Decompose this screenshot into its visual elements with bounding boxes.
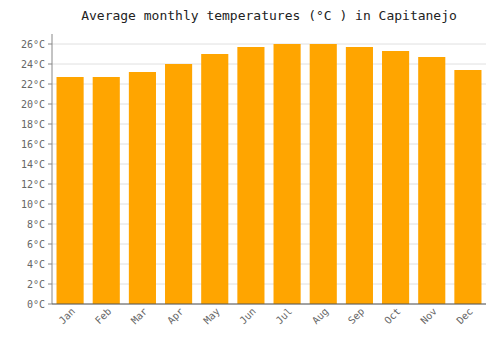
y-tick-label: 10°C xyxy=(21,199,45,210)
bars xyxy=(57,44,482,304)
bar xyxy=(165,64,192,304)
x-tick-label: Feb xyxy=(93,306,114,327)
bar xyxy=(237,47,264,304)
y-tick xyxy=(48,224,52,225)
y-tick-label: 6°C xyxy=(27,239,45,250)
grid xyxy=(52,44,486,304)
x-tick-label: May xyxy=(201,306,222,327)
y-tick-label: 12°C xyxy=(21,179,45,190)
title: Average monthly temperatures (°C ) in Ca… xyxy=(81,8,457,23)
bar xyxy=(382,51,409,304)
y-tick xyxy=(48,64,52,65)
y-tick xyxy=(48,304,52,305)
y-tick-label: 4°C xyxy=(27,259,45,270)
y-tick-label: 16°C xyxy=(21,139,45,150)
y-tick-label: 20°C xyxy=(21,99,45,110)
y-tick-label: 14°C xyxy=(21,159,45,170)
bar xyxy=(454,70,481,304)
x-tick-label: Mar xyxy=(129,306,150,327)
y-tick xyxy=(48,184,52,185)
y-tick xyxy=(48,164,52,165)
x-ticks: Jan Feb Mar Apr May Jun Jul Aug Sep Oct Nov Dec xyxy=(57,306,475,327)
bar xyxy=(129,72,156,304)
x-tick-label: Sep xyxy=(346,306,367,327)
y-tick xyxy=(48,124,52,125)
y-tick-label: 2°C xyxy=(27,279,45,290)
x-tick-label: Jul xyxy=(274,306,295,327)
y-tick-label: 0°C xyxy=(27,299,45,310)
y-axis-line xyxy=(52,34,53,304)
y-tick xyxy=(48,84,52,85)
y-tick-label: 18°C xyxy=(21,119,45,130)
bar xyxy=(346,47,373,304)
y-tick-label: 24°C xyxy=(21,59,45,70)
bar xyxy=(418,57,445,304)
y-tick xyxy=(48,44,52,45)
y-tick xyxy=(48,264,52,265)
y-tick-label: 26°C xyxy=(21,39,45,50)
chart: Average monthly temperatures (°C ) in Ca… xyxy=(0,0,500,350)
x-tick-label: Aug xyxy=(310,306,331,327)
x-tick-label: Jan xyxy=(57,306,78,327)
bar xyxy=(57,77,84,304)
bar xyxy=(93,77,120,304)
chart-container: Average monthly temperatures (°C ) in Ca… xyxy=(0,0,500,350)
x-tick-label: Nov xyxy=(418,306,439,327)
grid-line xyxy=(52,304,486,305)
x-axis-line xyxy=(52,304,486,305)
y-ticks: 0°C 2°C 4°C 6°C 8°C 10°C 12°C 14°C 16°C 18°C 20°C 2… xyxy=(21,39,52,310)
y-tick-label: 8°C xyxy=(27,219,45,230)
bar xyxy=(274,44,301,304)
x-tick-label: Apr xyxy=(165,306,186,327)
y-tick-label: 22°C xyxy=(21,79,45,90)
y-tick xyxy=(48,104,52,105)
y-tick xyxy=(48,284,52,285)
bar xyxy=(201,54,228,304)
y-tick xyxy=(48,204,52,205)
bar xyxy=(310,44,337,304)
x-tick-label: Jun xyxy=(237,306,258,327)
y-tick xyxy=(48,144,52,145)
grid-line xyxy=(52,44,486,45)
x-tick-label: Dec xyxy=(454,306,475,327)
x-tick-label: Oct xyxy=(382,306,403,327)
y-tick xyxy=(48,244,52,245)
